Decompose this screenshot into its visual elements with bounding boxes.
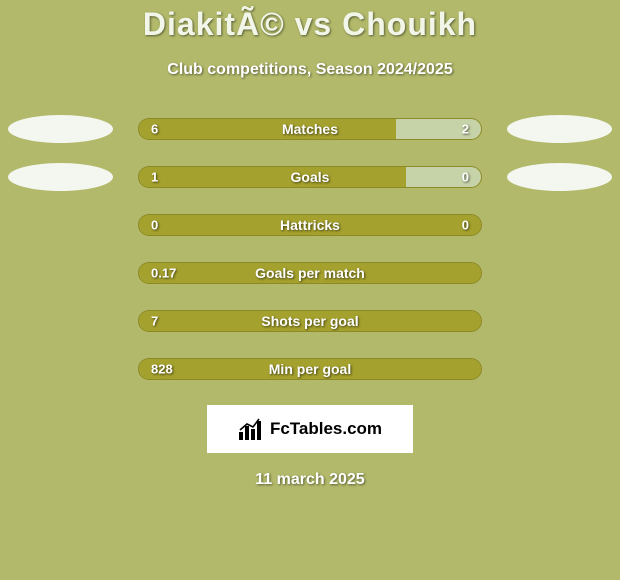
stat-bar-left-fill <box>139 119 396 139</box>
player-badge-left <box>8 163 113 191</box>
stat-value-left: 7 <box>151 314 158 329</box>
stat-bar: Shots per goal 7 <box>138 310 482 332</box>
stat-row: Hattricks 0 0 <box>0 213 620 237</box>
stat-row: Goals per match 0.17 <box>0 261 620 285</box>
stat-label: Hattricks <box>280 217 340 233</box>
stat-label: Matches <box>282 121 338 137</box>
player-badge-left <box>8 115 113 143</box>
bars-icon <box>238 418 264 440</box>
stat-row: Min per goal 828 <box>0 357 620 381</box>
stats-rows: Matches 6 2 Goals 1 0 Hattricks 0 0 Goals per mat… <box>0 117 620 381</box>
stat-bar-right-fill <box>406 167 481 187</box>
stat-bar-left-fill <box>139 167 406 187</box>
stat-label: Min per goal <box>269 361 351 377</box>
stat-row: Shots per goal 7 <box>0 309 620 333</box>
stat-label: Goals per match <box>255 265 365 281</box>
page-title: DiakitÃ© vs Chouikh <box>0 6 620 43</box>
stat-bar: Matches 6 2 <box>138 118 482 140</box>
stat-value-left: 0 <box>151 218 158 233</box>
player-badge-right <box>507 115 612 143</box>
stat-label: Goals <box>291 169 330 185</box>
logo-text: FcTables.com <box>270 419 382 439</box>
stat-value-right: 2 <box>462 122 469 137</box>
player-badge-right <box>507 163 612 191</box>
stat-value-left: 0.17 <box>151 266 176 281</box>
stat-bar: Goals per match 0.17 <box>138 262 482 284</box>
stat-value-left: 828 <box>151 362 173 377</box>
stat-value-right: 0 <box>462 170 469 185</box>
date-text: 11 march 2025 <box>0 471 620 489</box>
stat-value-left: 6 <box>151 122 158 137</box>
stat-bar: Min per goal 828 <box>138 358 482 380</box>
logo-box: FcTables.com <box>207 405 413 453</box>
stat-row: Matches 6 2 <box>0 117 620 141</box>
stat-bar: Goals 1 0 <box>138 166 482 188</box>
stat-value-right: 0 <box>462 218 469 233</box>
page-subtitle: Club competitions, Season 2024/2025 <box>0 61 620 79</box>
stat-label: Shots per goal <box>261 313 358 329</box>
stat-value-left: 1 <box>151 170 158 185</box>
stat-bar: Hattricks 0 0 <box>138 214 482 236</box>
comparison-card: DiakitÃ© vs Chouikh Club competitions, S… <box>0 0 620 580</box>
stat-row: Goals 1 0 <box>0 165 620 189</box>
